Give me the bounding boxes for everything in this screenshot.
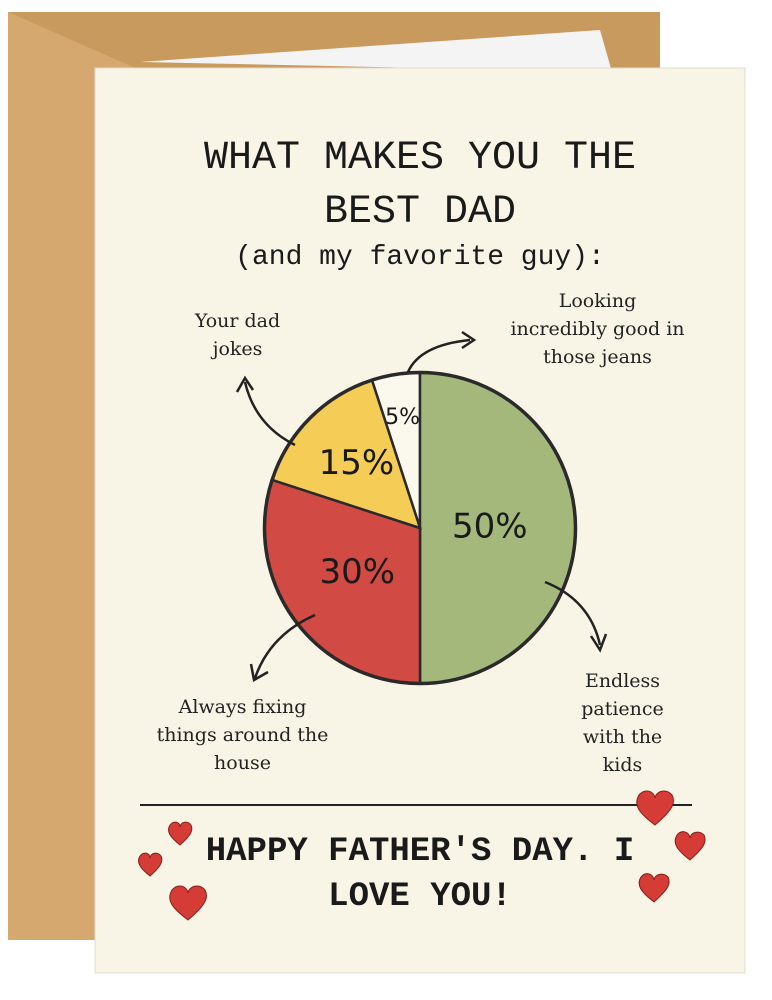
arrows: [235, 330, 608, 682]
category-label: Always fixing things around the house: [156, 696, 329, 774]
chart-subtitle: (and my favorite guy):: [235, 242, 605, 273]
heart: [167, 821, 193, 846]
value-label: 5%: [385, 405, 420, 430]
arrow: [243, 381, 296, 447]
arrow: [406, 338, 471, 373]
value-label: 50%: [452, 507, 528, 547]
pie: [263, 371, 577, 685]
chart-title: WHAT MAKES YOU THE BEST DAD: [203, 136, 637, 235]
heart: [674, 831, 706, 861]
arrow-head: [589, 633, 608, 653]
heart: [636, 790, 674, 826]
category-label: Looking incredibly good in those jeans: [510, 290, 685, 368]
category-label: Your dad jokes: [194, 310, 281, 360]
arrow: [253, 613, 316, 679]
footer: HAPPY FATHER'S DAY. I LOVE YOU!: [205, 833, 635, 916]
heart: [638, 873, 670, 903]
hearts: [137, 790, 706, 921]
arrow-head: [461, 330, 477, 350]
insert-paper: [140, 30, 612, 72]
value-label: 15%: [319, 443, 395, 483]
heart: [169, 885, 207, 921]
value-label: 30%: [320, 552, 396, 592]
arrow-head: [249, 663, 269, 682]
category-label: Endless patience with the kids: [581, 670, 664, 776]
pie-outline: [262, 370, 578, 686]
arrow-head: [235, 375, 255, 393]
heart: [137, 852, 163, 877]
arrow: [544, 580, 602, 646]
